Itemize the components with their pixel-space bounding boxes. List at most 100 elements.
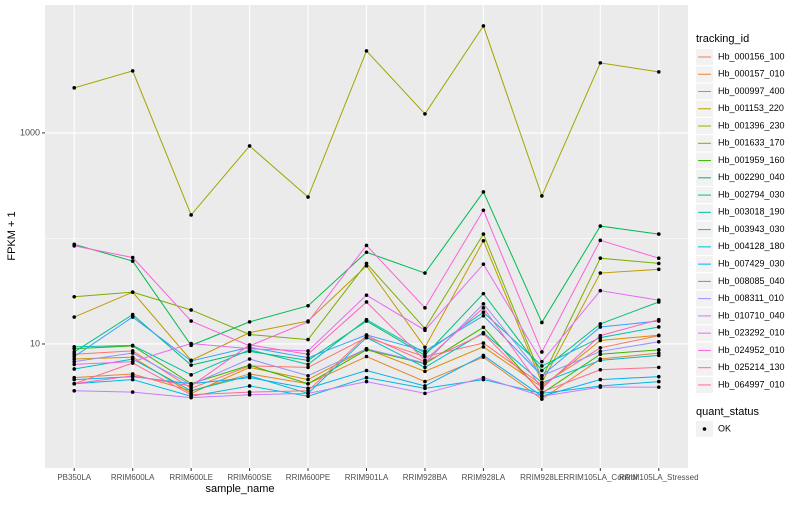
data-point [540,397,544,401]
data-point [364,250,369,255]
data-point [247,363,252,367]
x-tick-label: RRIM928LA [462,473,506,482]
legend-label: Hb_064997_010 [718,379,785,389]
data-point [72,357,77,361]
legend-label: Hb_002794_030 [718,189,785,199]
data-point [540,376,544,381]
data-point [656,70,661,74]
data-point [130,290,135,294]
data-point [656,267,661,272]
data-point [306,358,310,363]
data-point [130,377,135,382]
data-point [481,306,486,310]
data-point [306,391,310,396]
x-tick-label: RRIM105LA_Stressed [619,473,699,482]
legend-label: Hb_000156_100 [718,51,785,61]
legend-label: Hb_000157_010 [718,69,785,79]
data-point [189,389,193,393]
data-point [481,291,486,296]
data-point [598,349,603,354]
x-tick-label: RRIM928BA [403,473,448,482]
legend-label: Hb_001959_160 [718,155,785,165]
data-point [364,368,369,373]
legend-label: Hb_003018_190 [718,207,785,217]
data-point [364,49,369,53]
data-point [72,345,77,349]
data-point [306,389,310,393]
data-point [364,293,369,297]
data-point [130,255,135,260]
y-axis-title: FPKM + 1 [6,211,18,260]
legend-label: Hb_008085_040 [718,276,785,286]
data-point [247,357,252,361]
data-point [72,315,77,319]
data-point [130,312,135,317]
x-tick-label: RRIM600LE [169,473,213,482]
x-tick-label: RRIM928LE [520,473,564,482]
data-point [481,325,486,330]
data-point [364,243,369,248]
data-point [130,357,135,361]
legend-label: Hb_000997_400 [718,86,785,96]
data-point [540,394,544,399]
y-tick-label: 1000 [20,127,40,137]
data-point [364,300,369,304]
data-point [656,298,661,302]
legend-label: Hb_023292_010 [718,328,785,338]
data-point [481,341,486,345]
data-point [598,346,603,350]
data-point [423,112,427,116]
data-point [598,61,603,65]
data-point [481,232,486,236]
data-point [189,319,193,323]
data-point [306,320,310,324]
data-point [540,380,544,385]
data-point [189,341,193,346]
data-point [481,331,486,336]
data-point [481,239,486,243]
data-point [130,259,135,263]
data-point [540,194,544,198]
x-tick-label: RRIM600SE [227,473,271,482]
data-point [598,333,603,338]
data-point [247,390,252,394]
data-point [540,320,544,325]
data-point [72,350,77,354]
data-point [189,392,193,397]
data-point [598,271,603,275]
data-point [189,373,193,377]
data-point [306,337,310,342]
data-point [598,224,603,228]
data-point [189,213,193,217]
data-point [598,358,603,363]
legend-label: OK [718,423,731,433]
y-tick-label: 10 [30,338,40,348]
data-point [656,374,661,379]
data-point [656,325,661,329]
data-point [72,354,77,359]
data-point [481,345,486,349]
data-point [540,364,544,368]
data-point [130,351,135,355]
data-point [598,352,603,357]
data-point [481,375,486,380]
data-point [481,208,486,213]
data-point [364,375,369,380]
data-point [540,386,544,391]
legend-label: Hb_007429_030 [718,258,785,268]
data-point [598,256,603,260]
data-point [247,332,252,337]
data-point [306,377,310,382]
legend-label: Hb_001633_170 [718,138,785,148]
data-point [189,384,193,388]
data-point [656,317,661,322]
data-point [364,333,369,338]
data-point [656,256,661,260]
data-point [306,381,310,386]
x-tick-label: RRIM901LA [345,473,389,482]
data-point [481,353,486,358]
data-point [423,379,427,384]
data-point [72,377,77,382]
data-point [189,363,193,367]
data-point [364,354,369,359]
